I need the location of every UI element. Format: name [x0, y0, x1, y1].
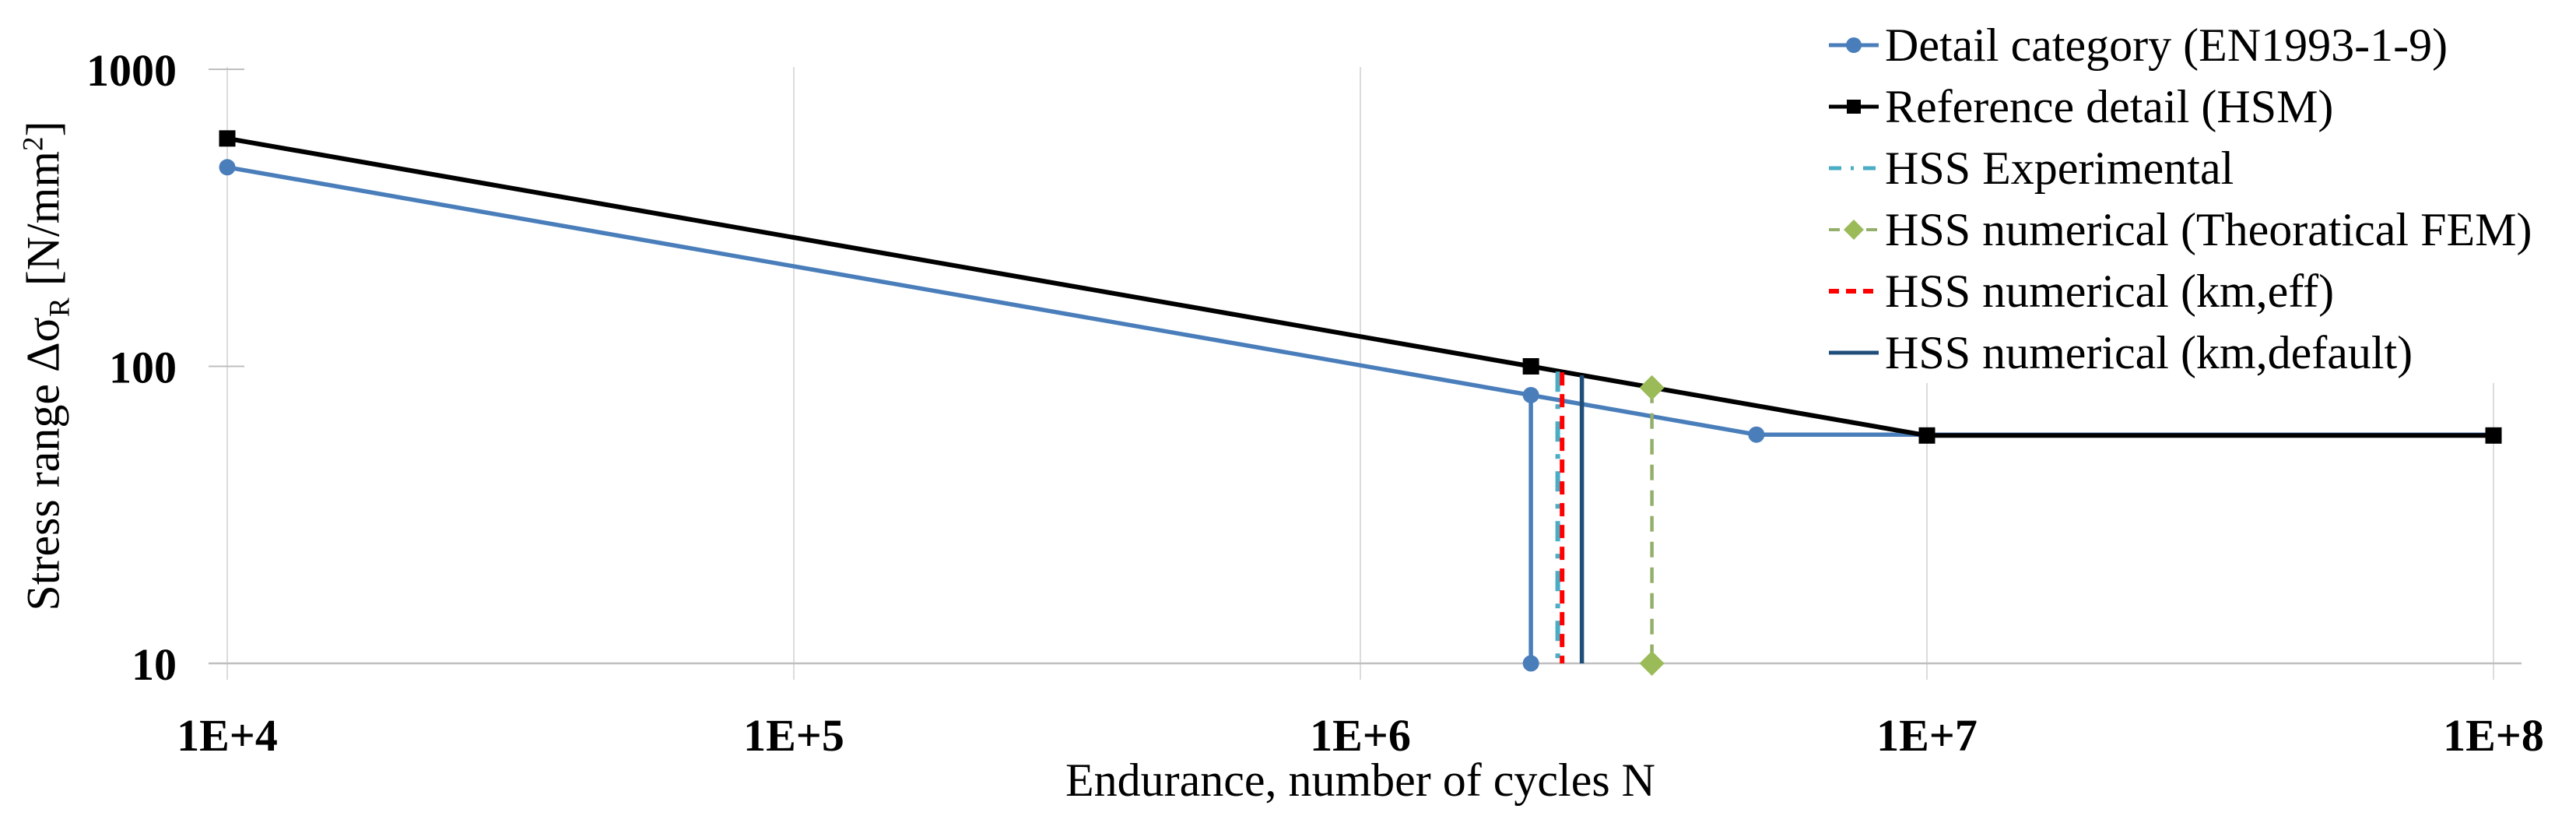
- y-tick-label: 10: [132, 639, 177, 690]
- legend-label: Reference detail (HSM): [1885, 80, 2334, 132]
- series-marker-3: [1639, 651, 1665, 676]
- legend-item-hss-numerical-fem: HSS numerical (Theoratical FEM): [1827, 199, 2532, 260]
- legend-item-hss-numerical-km-default: HSS numerical (km,default): [1827, 322, 2532, 383]
- legend-label: HSS Experimental: [1885, 142, 2234, 194]
- x-tick-label: 1E+6: [1310, 710, 1411, 761]
- y-axis-title: Stress range ΔσR [N/mm2]: [17, 121, 77, 610]
- series-marker-3: [1639, 375, 1665, 400]
- series-marker-1: [1918, 427, 1936, 444]
- y-axis-title-unit-pre: [N/mm: [17, 150, 69, 298]
- legend-item-hss-experimental: HSS Experimental: [1827, 137, 2532, 199]
- y-axis-title-superscript: 2: [17, 136, 50, 151]
- legend-item-hss-numerical-km-eff: HSS numerical (km,eff): [1827, 260, 2532, 322]
- x-tick-label: 1E+5: [743, 710, 844, 761]
- legend-item-reference-detail: Reference detail (HSM): [1827, 76, 2532, 137]
- line-square-marker-icon: [1829, 99, 1879, 114]
- y-axis-title-subscript: R: [44, 297, 76, 318]
- series-marker-1: [1522, 358, 1539, 375]
- legend-label: HSS numerical (km,eff): [1885, 265, 2335, 317]
- y-tick-label: 100: [109, 342, 177, 392]
- series-marker-0: [1522, 386, 1539, 403]
- x-axis-title: Endurance, number of cycles N: [1065, 754, 1656, 806]
- series-marker-1: [2485, 427, 2502, 444]
- legend-label: Detail category (EN1993-1-9): [1885, 19, 2448, 71]
- series-marker-0: [219, 159, 236, 176]
- y-tick-label: 1000: [86, 45, 177, 96]
- solid-line-icon: [1829, 350, 1879, 354]
- series-marker-0: [1748, 426, 1765, 443]
- x-tick-label: 1E+8: [2443, 710, 2544, 761]
- dashed-line-icon: [1829, 288, 1879, 294]
- legend-label: HSS numerical (km,default): [1885, 326, 2413, 378]
- x-tick-label: 1E+7: [1876, 710, 1978, 761]
- line-circle-marker-icon: [1829, 37, 1879, 53]
- series-marker-1: [219, 130, 236, 147]
- series-marker-0: [1522, 655, 1539, 672]
- dash-dot-line-icon: [1829, 166, 1879, 170]
- series-line-1: [226, 135, 2494, 438]
- legend-label: HSS numerical (Theoratical FEM): [1885, 203, 2532, 255]
- chart-legend: Detail category (EN1993-1-9) Reference d…: [1821, 14, 2554, 383]
- y-axis-title-main: Stress range Δσ: [17, 317, 69, 611]
- legend-item-detail-category: Detail category (EN1993-1-9): [1827, 14, 2532, 76]
- x-tick-label: 1E+4: [177, 710, 278, 761]
- dashed-line-diamond-marker-icon: [1829, 219, 1879, 240]
- y-axis-title-unit-post: ]: [17, 121, 69, 137]
